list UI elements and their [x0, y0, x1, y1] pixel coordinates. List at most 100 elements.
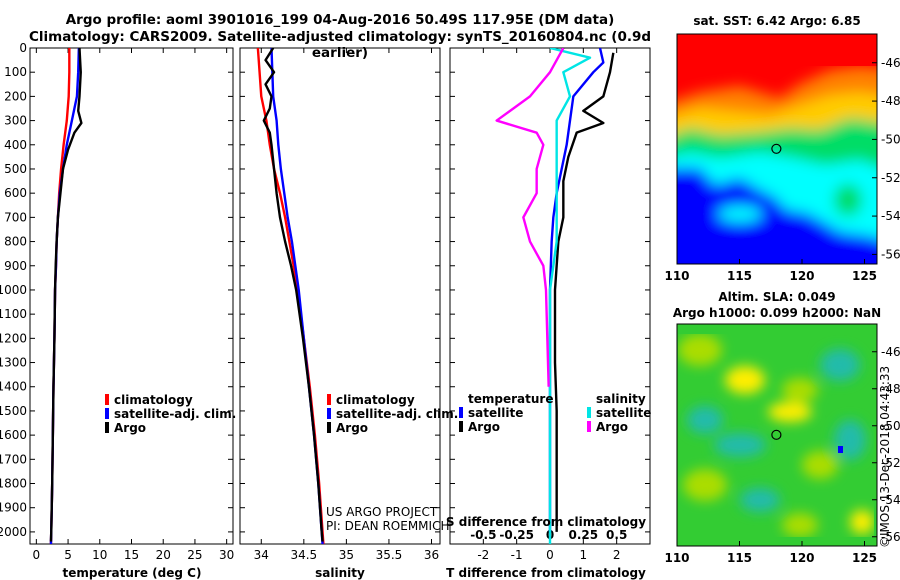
- x-tick-label: 35: [339, 548, 354, 562]
- difference-xlabel2: S difference from climatology: [446, 515, 646, 529]
- x-tick-label: -1: [511, 548, 523, 562]
- legend-swatch-argo: [327, 422, 331, 433]
- map-y-tick-label: -52: [881, 456, 900, 470]
- legend-label-s-argo: Argo: [596, 420, 628, 434]
- y-tick-label: 100: [4, 65, 27, 79]
- legend-label-climatology: climatology: [114, 393, 193, 407]
- y-tick-label: 1500: [0, 404, 27, 418]
- y-tick-label: 1200: [0, 331, 27, 345]
- y-tick-label: 400: [4, 138, 27, 152]
- legend-label-s-satellite: satellite: [596, 406, 651, 420]
- map-y-tick-label: -56: [881, 530, 900, 544]
- y-tick-label: 1900: [0, 501, 27, 515]
- y-tick-label: 300: [4, 114, 27, 128]
- legend-swatch-argo: [105, 422, 109, 433]
- credit-project: US ARGO PROJECT: [326, 505, 438, 519]
- x-tick-label: 36: [424, 548, 439, 562]
- map-x-tick-label: 110: [664, 551, 689, 565]
- s-x-tick-label: 0.5: [606, 528, 627, 542]
- argo-location-marker: [771, 429, 782, 440]
- y-tick-label: 900: [4, 259, 27, 273]
- map-x-tick-label: 120: [789, 269, 814, 283]
- sst-heatmap: [677, 34, 877, 264]
- y-tick-label: 200: [4, 89, 27, 103]
- y-tick-label: 700: [4, 210, 27, 224]
- temperature-legend: climatology satellite-adj. clim. Argo: [105, 393, 236, 435]
- x-tick-label: 25: [187, 548, 202, 562]
- x-tick-label: 5: [64, 548, 72, 562]
- y-tick-label: 2000: [0, 525, 27, 539]
- map-y-tick-label: -48: [881, 382, 900, 396]
- y-tick-label: 1600: [0, 428, 27, 442]
- figure-title-line1: Argo profile: aoml 3901016_199 04-Aug-20…: [65, 12, 615, 28]
- map-y-tick-label: -56: [881, 247, 900, 261]
- legend-label-satellite: satellite-adj. clim.: [336, 407, 458, 421]
- difference-panel: -2 -1 0 1 2 -0.5 -0.25 0 0.25 0.5 T difference f…: [446, 47, 651, 580]
- legend-title-temperature: temperature: [468, 392, 553, 406]
- salinity-x-axis: 34 34.5 35 35.5 36: [254, 48, 439, 562]
- x-tick-label: 34: [254, 548, 269, 562]
- y-tick-label: 1000: [0, 283, 27, 297]
- sla-map-frame: [676, 323, 878, 547]
- map-x-tick-label: 115: [727, 551, 752, 565]
- series-line-argo: [49, 48, 83, 542]
- s-x-tick-label: -0.5: [470, 528, 496, 542]
- y-tick-label: 500: [4, 162, 27, 176]
- series-line-climatology: [256, 48, 325, 544]
- series-line-salinity-satellite: [548, 48, 592, 544]
- map-y-tick-label: -48: [881, 94, 900, 108]
- legend-title-salinity: salinity: [596, 392, 646, 406]
- x-tick-label: 1: [580, 548, 588, 562]
- map-y-tick-label: -52: [881, 171, 900, 185]
- temperature-x-axis: 0 5 10 15 20 25 30: [33, 48, 234, 562]
- argo-location-marker: [771, 143, 782, 154]
- temperature-lines: [49, 48, 83, 544]
- y-tick-label: 1700: [0, 452, 27, 466]
- legend-swatch-satellite: [327, 408, 331, 419]
- map-x-tick-label: 125: [852, 551, 877, 565]
- legend-label-climatology: climatology: [336, 393, 415, 407]
- difference-legend: temperature satellite Argo salinity sate…: [459, 392, 651, 434]
- y-tick-label: 600: [4, 186, 27, 200]
- s-x-tick-label: -0.25: [499, 528, 534, 542]
- map-x-tick-label: 115: [727, 269, 752, 283]
- salinity-y-ticks: [240, 47, 440, 533]
- temperature-axes-frame: [29, 47, 234, 545]
- x-tick-label: 2: [613, 548, 621, 562]
- legend-label-satellite: satellite-adj. clim.: [114, 407, 236, 421]
- sst-map-panel: sat. SST: 6.42 Argo: 6.85 -46 -48 -50 -52 -5…: [664, 14, 900, 283]
- credit-pi: PI: DEAN ROEMMICH: [326, 519, 449, 533]
- y-tick-label: 1800: [0, 477, 27, 491]
- y-tick-label: 1300: [0, 356, 27, 370]
- s-x-tick-label: 0.25: [569, 528, 599, 542]
- x-tick-label: 15: [124, 548, 139, 562]
- sst-map-frame: [676, 33, 878, 265]
- legend-swatch-t-satellite: [459, 407, 463, 418]
- y-tick-label: 1100: [0, 307, 27, 321]
- salinity-axes-frame: [239, 47, 441, 545]
- salinity-panel: 34 34.5 35 35.5 36 salinity climatology sate…: [239, 47, 458, 580]
- legend-swatch-s-argo: [587, 421, 591, 432]
- salinity-difference-x-axis: -0.5 -0.25 0 0.25 0.5: [470, 528, 627, 542]
- series-line-temperature-argo: [553, 52, 615, 532]
- map-y-tick-label: -54: [881, 209, 900, 223]
- map-y-tick-label: -50: [881, 419, 900, 433]
- x-tick-label: 10: [92, 548, 107, 562]
- map-y-tick-label: -46: [881, 345, 900, 359]
- x-tick-label: 30: [219, 548, 234, 562]
- difference-lines: [495, 48, 615, 544]
- legend-swatch-satellite: [105, 408, 109, 419]
- map-x-tick-label: 110: [664, 269, 689, 283]
- sla-map-axes: -46 -48 -50 -52 -54 -56 110 115 120 125: [664, 345, 900, 565]
- legend-label-argo: Argo: [114, 421, 146, 435]
- map-x-tick-label: 120: [789, 551, 814, 565]
- difference-y-ticks: [450, 47, 650, 533]
- figure-title-line2: Climatology: CARS2009. Satellite-adjuste…: [28, 29, 652, 61]
- salinity-legend: climatology satellite-adj. clim. Argo: [327, 393, 458, 435]
- legend-swatch-s-satellite: [587, 407, 591, 418]
- legend-swatch-climatology: [327, 394, 331, 405]
- x-tick-label: 34.5: [290, 548, 317, 562]
- y-tick-label: 1400: [0, 380, 27, 394]
- map-x-tick-label: 125: [852, 269, 877, 283]
